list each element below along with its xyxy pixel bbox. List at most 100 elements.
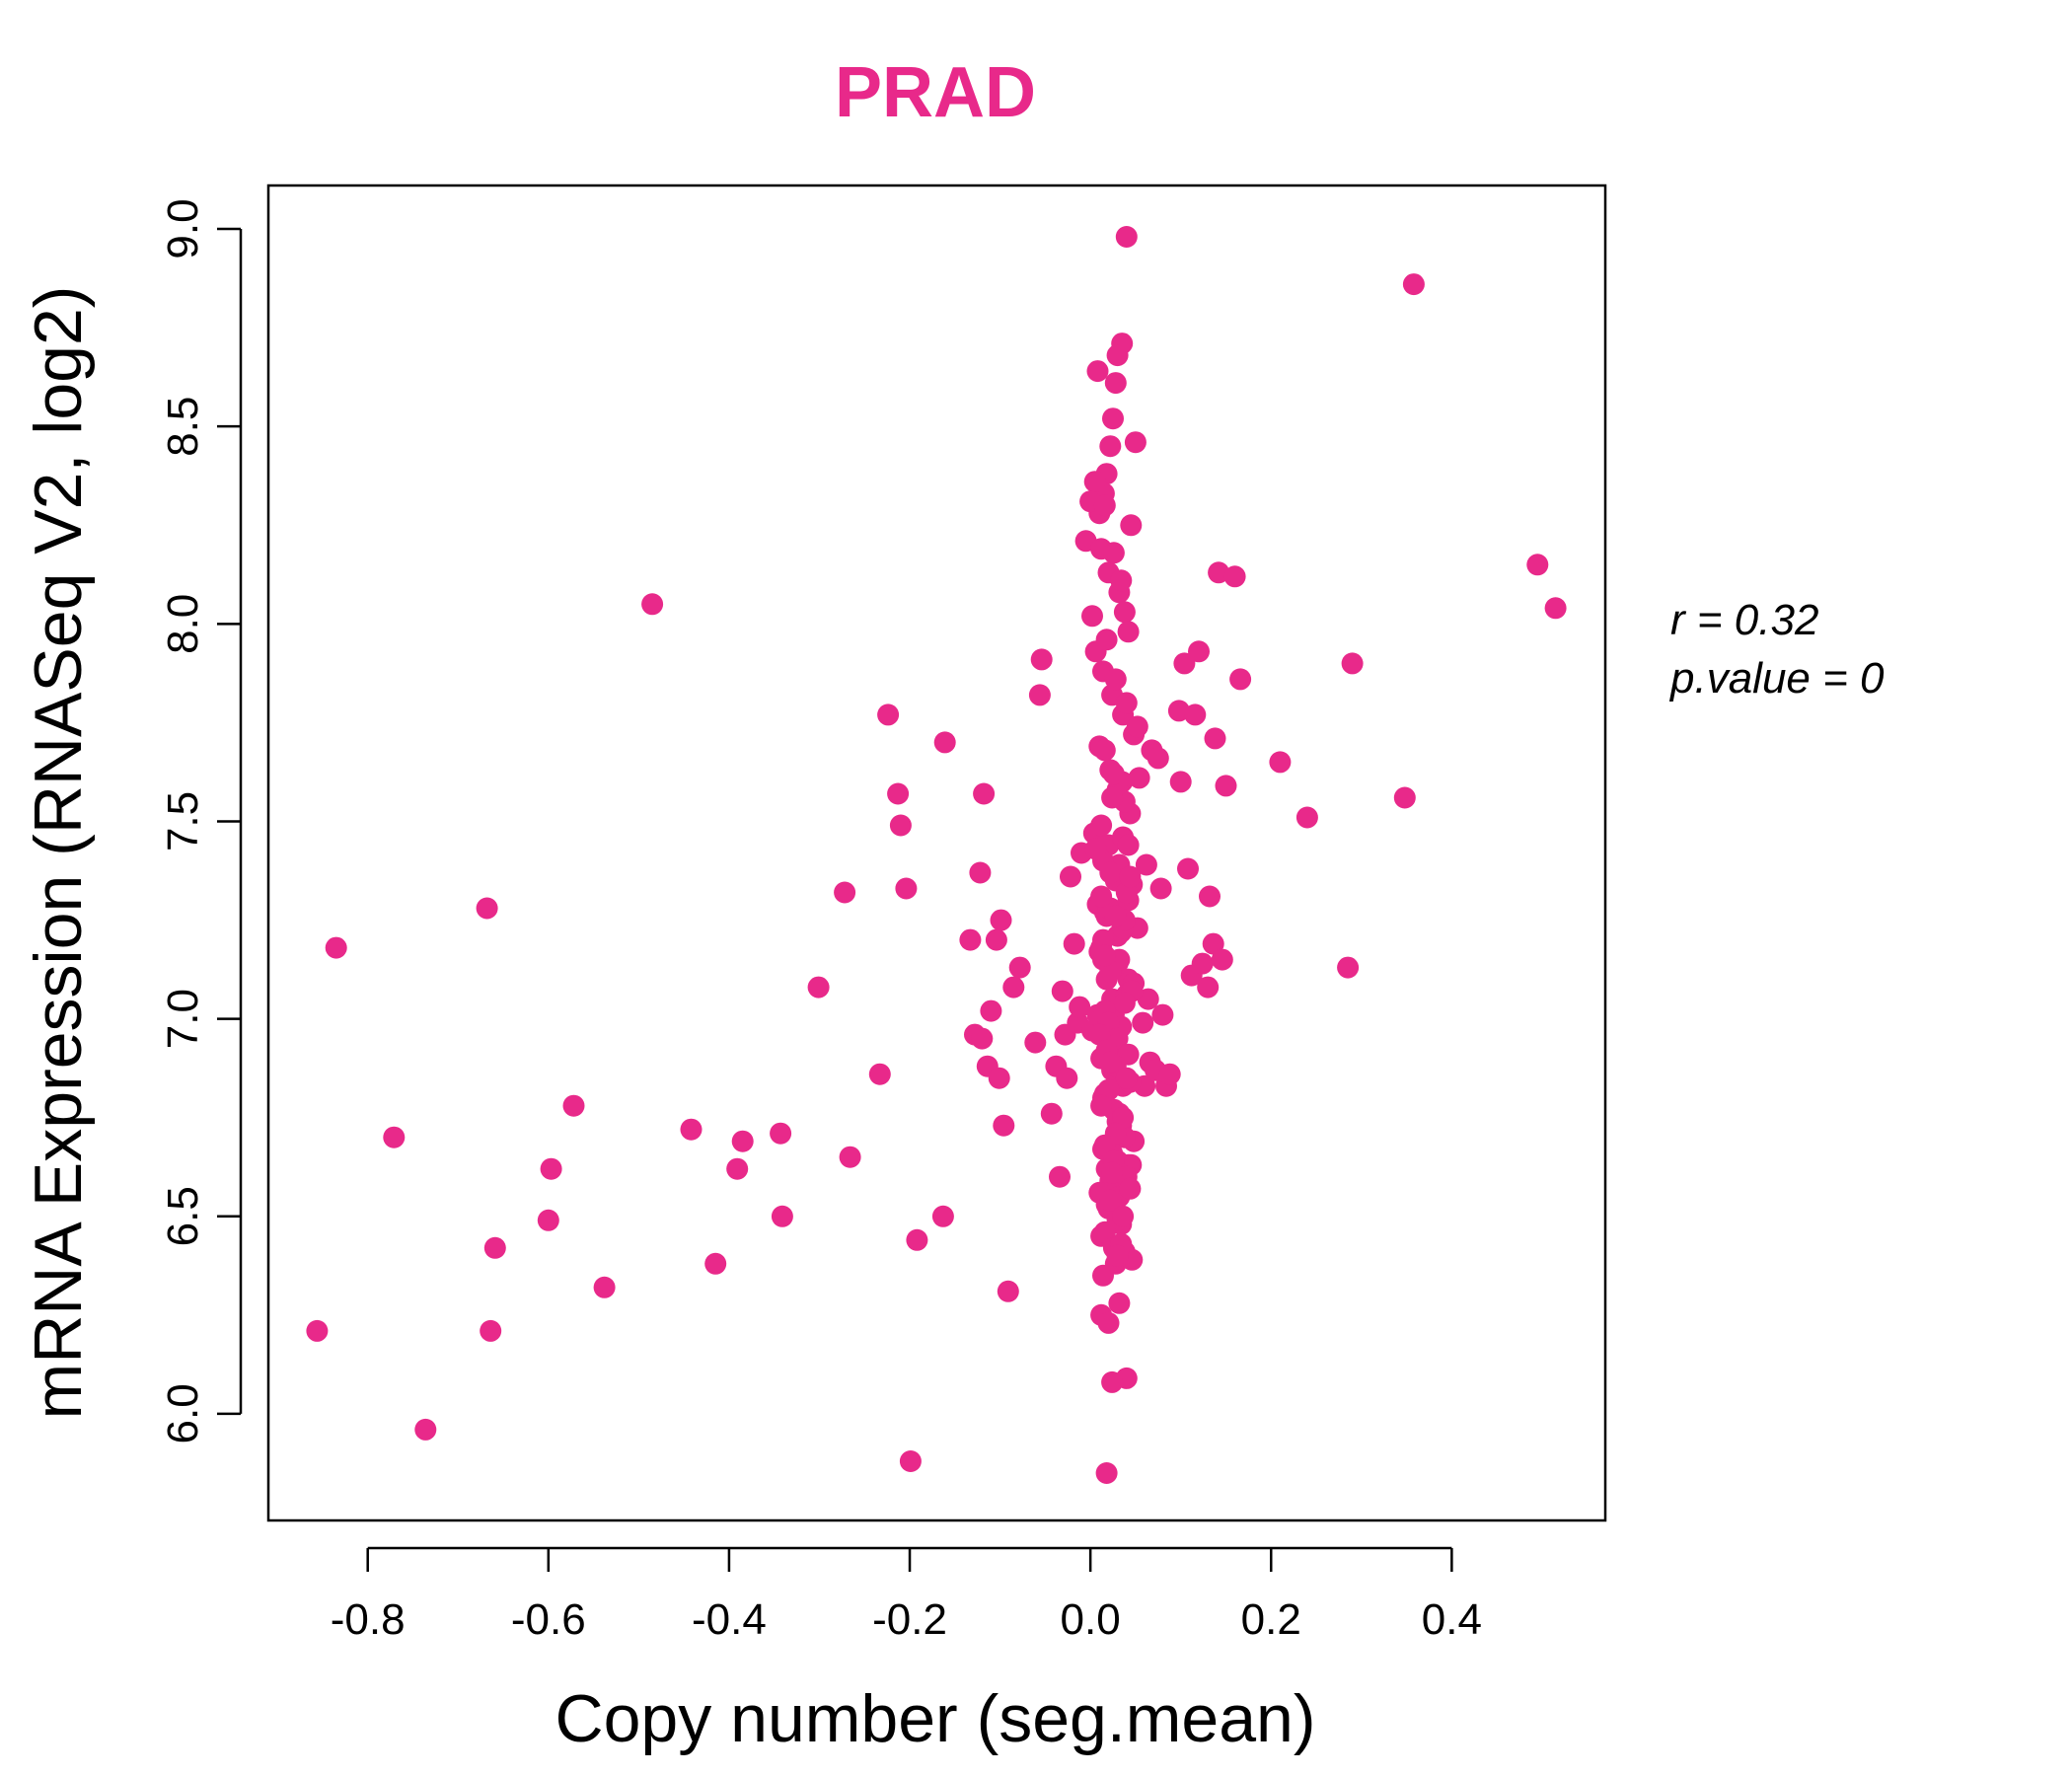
- data-point: [1097, 1311, 1120, 1334]
- data-point: [1056, 1067, 1078, 1089]
- data-point: [1110, 569, 1133, 592]
- y-tick-label: 7.0: [159, 989, 207, 1049]
- data-point: [641, 593, 664, 616]
- x-tick-label: -0.2: [872, 1595, 947, 1644]
- data-point: [1102, 542, 1125, 564]
- data-point: [1106, 1244, 1129, 1267]
- y-tick-label: 6.0: [159, 1383, 207, 1443]
- data-point: [1208, 561, 1230, 584]
- data-point: [1112, 1205, 1135, 1227]
- y-axis: 6.0 6.5 7.0 7.5 8.0 8.5 9.0: [159, 198, 243, 1444]
- data-point: [1092, 1264, 1114, 1287]
- data-point: [1060, 865, 1081, 888]
- y-tick-label: 8.5: [159, 397, 207, 457]
- data-point: [704, 1252, 727, 1275]
- data-point: [1099, 1189, 1122, 1212]
- data-point: [414, 1418, 437, 1441]
- data-point: [887, 782, 910, 805]
- data-point: [1544, 597, 1567, 620]
- x-axis: -0.8 -0.6 -0.4 -0.2 0.0 0.2 0.4: [331, 1546, 1482, 1644]
- data-point: [1008, 956, 1031, 979]
- data-point: [1024, 1031, 1047, 1054]
- data-points: [306, 226, 1567, 1484]
- data-point: [1093, 944, 1116, 967]
- data-point: [1204, 727, 1226, 750]
- x-axis-label: Copy number (seg.mean): [555, 1681, 1315, 1756]
- data-point: [1099, 861, 1122, 884]
- data-point: [971, 1027, 994, 1050]
- data-point: [959, 928, 982, 951]
- data-point: [1158, 1063, 1181, 1085]
- data-point: [306, 1319, 329, 1342]
- correlation-label: r = 0.32: [1670, 596, 1818, 644]
- data-point: [899, 1450, 922, 1472]
- data-point: [1173, 652, 1196, 675]
- data-point: [839, 1146, 861, 1168]
- data-point: [1402, 273, 1425, 296]
- data-point: [1081, 605, 1103, 628]
- data-point: [1083, 471, 1106, 493]
- data-point: [1104, 372, 1127, 395]
- data-point: [1102, 407, 1124, 430]
- data-point: [562, 1094, 585, 1117]
- data-point: [483, 1236, 506, 1259]
- data-point: [771, 1205, 793, 1227]
- data-point: [1177, 857, 1199, 880]
- data-point: [868, 1063, 891, 1085]
- data-point: [1002, 976, 1025, 999]
- data-point: [1184, 703, 1207, 726]
- data-point: [1215, 775, 1237, 797]
- data-point: [1101, 1161, 1124, 1184]
- data-point: [1223, 565, 1246, 588]
- data-point: [1147, 747, 1169, 770]
- data-point: [1393, 786, 1416, 809]
- data-point: [997, 1280, 1019, 1302]
- plot-frame: [266, 184, 1607, 1522]
- data-point: [593, 1276, 616, 1298]
- data-point: [731, 1130, 754, 1152]
- data-point: [1115, 1067, 1138, 1089]
- chart-title: PRAD: [835, 53, 1036, 132]
- data-point: [1119, 1177, 1142, 1200]
- data-point: [1099, 1051, 1122, 1073]
- data-point: [1106, 344, 1129, 367]
- data-point: [1049, 1165, 1071, 1188]
- y-tick-label: 9.0: [159, 198, 207, 259]
- data-point: [1090, 1094, 1113, 1117]
- data-point: [990, 909, 1012, 931]
- data-point: [325, 936, 347, 959]
- data-point: [1090, 885, 1113, 908]
- data-point: [480, 1319, 502, 1342]
- data-point: [1101, 1370, 1124, 1393]
- data-point: [1191, 952, 1214, 975]
- data-point: [1095, 1462, 1118, 1484]
- data-point: [1101, 786, 1124, 809]
- data-point: [1099, 435, 1122, 458]
- data-point: [1117, 834, 1140, 856]
- x-tick-label: 0.0: [1061, 1595, 1121, 1644]
- data-point: [1167, 700, 1190, 722]
- y-axis-label: mRNA Expression (RNASeq V2, log2): [21, 286, 96, 1420]
- data-point: [1169, 771, 1192, 793]
- data-point: [933, 731, 956, 754]
- data-point: [1086, 360, 1109, 383]
- data-point: [1104, 668, 1127, 691]
- data-point: [726, 1157, 749, 1180]
- data-point: [980, 999, 1002, 1022]
- data-point: [1202, 932, 1224, 955]
- data-point: [680, 1118, 703, 1141]
- data-point: [969, 861, 992, 884]
- data-point: [1093, 1134, 1116, 1156]
- data-point: [1128, 767, 1150, 789]
- x-tick-label: -0.4: [692, 1595, 767, 1644]
- data-point: [1084, 838, 1107, 860]
- data-point: [770, 1122, 792, 1145]
- data-point: [1113, 992, 1136, 1014]
- data-point: [1115, 226, 1138, 248]
- data-point: [540, 1157, 562, 1180]
- data-point: [1126, 715, 1148, 738]
- x-tick-label: 0.2: [1241, 1595, 1301, 1644]
- data-point: [807, 976, 830, 999]
- data-point: [906, 1228, 928, 1251]
- x-tick-label: 0.4: [1422, 1595, 1482, 1644]
